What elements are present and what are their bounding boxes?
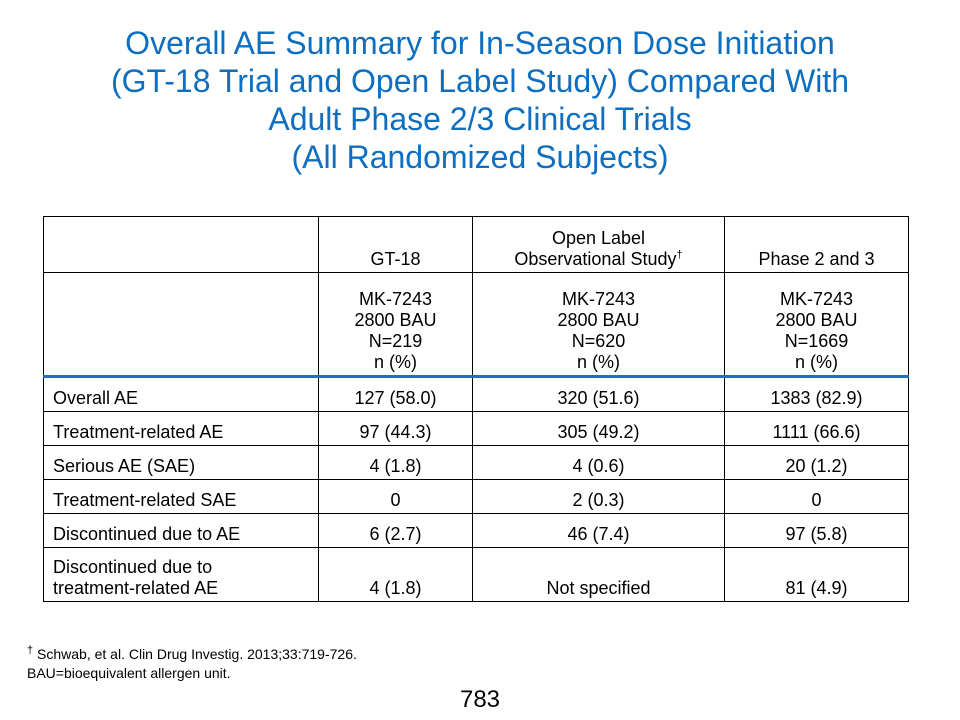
- page-number: 783: [459, 686, 501, 713]
- cell-open-label: 4 (0.6): [472, 445, 725, 480]
- title-line-2: (GT-18 Trial and Open Label Study) Compa…: [110, 63, 850, 99]
- header-open-label: Open Label Observational Study†: [472, 216, 725, 273]
- table-header-row: GT-18 Open Label Observational Study† Ph…: [43, 216, 909, 273]
- ae-summary-table: GT-18 Open Label Observational Study† Ph…: [43, 216, 909, 602]
- header-phase23: Phase 2 and 3: [724, 216, 909, 273]
- table-row: Discontinued due to AE 6 (2.7) 46 (7.4) …: [43, 513, 909, 548]
- title-line-1: Overall AE Summary for In-Season Dose In…: [125, 25, 835, 61]
- subheader-open-label: MK-7243 2800 BAU N=620 n (%): [472, 272, 725, 378]
- table-row: Serious AE (SAE) 4 (1.8) 4 (0.6) 20 (1.2…: [43, 445, 909, 480]
- cell-open-label: 2 (0.3): [472, 479, 725, 514]
- row-label: Discontinued due to AE: [43, 513, 319, 548]
- cell-gt18: 4 (1.8): [318, 445, 473, 480]
- title-line-4: (All Randomized Subjects): [291, 139, 669, 175]
- cell-phase23: 0: [724, 479, 909, 514]
- row-label: Overall AE: [43, 376, 319, 412]
- row-label: Discontinued due to treatment-related AE: [43, 547, 319, 602]
- subheader-phase23: MK-7243 2800 BAU N=1669 n (%): [724, 272, 909, 378]
- table-row: Treatment-related SAE 0 2 (0.3) 0: [43, 479, 909, 514]
- cell-open-label: 305 (49.2): [472, 411, 725, 446]
- header-gt18: GT-18: [318, 216, 473, 273]
- cell-phase23: 1383 (82.9): [724, 376, 909, 412]
- cell-open-label: 320 (51.6): [472, 376, 725, 412]
- cell-open-label: 46 (7.4): [472, 513, 725, 548]
- cell-phase23: 81 (4.9): [724, 547, 909, 602]
- cell-phase23: 1111 (66.6): [724, 411, 909, 446]
- cell-phase23: 20 (1.2): [724, 445, 909, 480]
- row-label: Treatment-related SAE: [43, 479, 319, 514]
- table-row: Overall AE 127 (58.0) 320 (51.6) 1383 (8…: [43, 376, 909, 412]
- dagger-mark: †: [676, 249, 683, 261]
- subheader-cell-empty: [43, 272, 319, 378]
- table-row: Discontinued due to treatment-related AE…: [43, 547, 909, 602]
- reference-footnote: † Schwab, et al. Clin Drug Investig. 201…: [27, 644, 357, 662]
- title-line-3: Adult Phase 2/3 Clinical Trials: [268, 101, 692, 137]
- cell-gt18: 127 (58.0): [318, 376, 473, 412]
- footnotes: † Schwab, et al. Clin Drug Investig. 201…: [27, 645, 357, 683]
- table-subheader-row: MK-7243 2800 BAU N=219 n (%) MK-7243 280…: [43, 272, 909, 378]
- slide-title: Overall AE Summary for In-Season Dose In…: [20, 24, 940, 176]
- cell-phase23: 97 (5.8): [724, 513, 909, 548]
- cell-gt18: 97 (44.3): [318, 411, 473, 446]
- row-label: Treatment-related AE: [43, 411, 319, 446]
- dagger-mark: †: [27, 644, 34, 657]
- subheader-gt18: MK-7243 2800 BAU N=219 n (%): [318, 272, 473, 378]
- header-cell-empty: [43, 216, 319, 273]
- bau-footnote: BAU=bioequivalent allergen unit.: [27, 665, 231, 681]
- cell-gt18: 4 (1.8): [318, 547, 473, 602]
- cell-gt18: 0: [318, 479, 473, 514]
- cell-gt18: 6 (2.7): [318, 513, 473, 548]
- row-label: Serious AE (SAE): [43, 445, 319, 480]
- cell-open-label: Not specified: [472, 547, 725, 602]
- table-row: Treatment-related AE 97 (44.3) 305 (49.2…: [43, 411, 909, 446]
